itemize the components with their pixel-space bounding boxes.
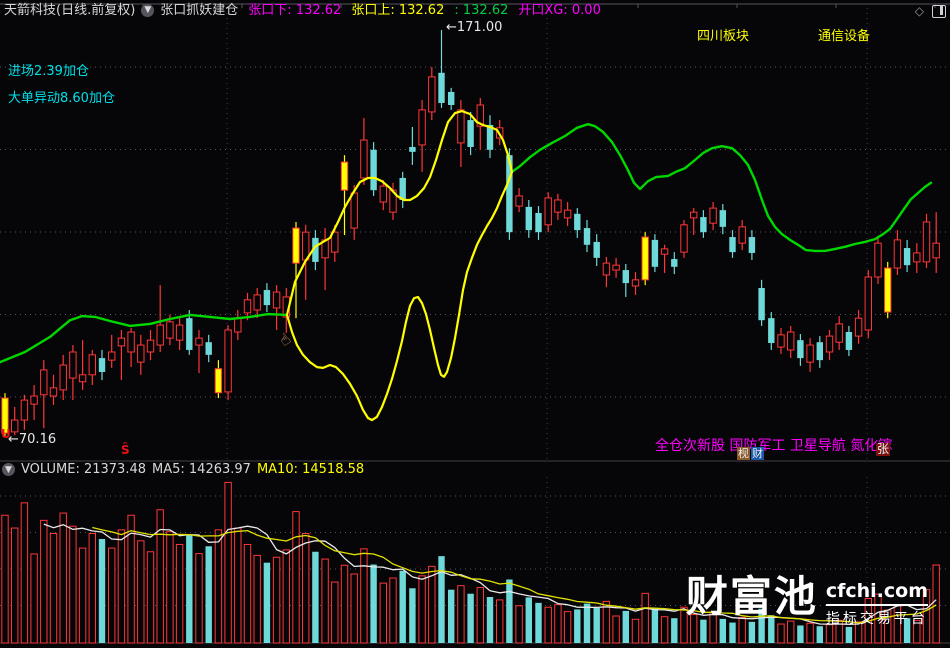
badge-zhang[interactable]: 张: [876, 442, 891, 456]
split-pane-icon[interactable]: [932, 4, 946, 18]
chart-header: 天箭科技(日线.前复权) ▼ 张口抓妖建仓 张口下: 132.62 张口上: 1…: [4, 3, 601, 18]
indicator-name[interactable]: 张口抓妖建仓: [160, 3, 239, 18]
indicator-field-up: 张口上: 132.62: [351, 3, 445, 18]
collapse-main-icon[interactable]: ▼: [141, 4, 155, 17]
badge-brown[interactable]: 枧: [737, 447, 750, 460]
watermark-domain: cfchi.com: [825, 580, 928, 602]
watermark-brand: 财富池: [685, 572, 818, 621]
concept-tags[interactable]: 全仓次新股 国防军工 卫星导航 氮化镓: [655, 438, 893, 454]
volume-pane-header: ▼ VOLUME: 21373.48 MA5: 14263.97 MA10: 1…: [2, 462, 364, 477]
watermark-tagline: 指标交易平台: [825, 604, 928, 628]
badge-blue[interactable]: 财: [751, 447, 764, 460]
indicator-field-xg: 开口XG: 0.00: [518, 3, 601, 18]
stock-title: 天箭科技(日线.前复权): [4, 3, 136, 18]
volume-ma10: MA10: 14518.58: [256, 462, 365, 477]
entry-signal-note: 进场2.39加仓: [8, 64, 89, 79]
low-price-label: ←70.16: [8, 432, 57, 447]
big-order-signal-note: 大单异动8.60加仓: [8, 91, 115, 106]
window-controls: ◇: [915, 4, 946, 18]
indicator-field-down: 张口下: 132.62: [248, 3, 342, 18]
sector-tag-region[interactable]: 四川板块: [697, 29, 750, 44]
volume-ma5: MA5: 14263.97: [152, 462, 251, 477]
collapse-volume-icon[interactable]: ▼: [2, 463, 15, 476]
watermark: 财富池 cfchi.com 指标交易平台: [686, 574, 928, 628]
marker-u: U: [1, 427, 11, 441]
diamond-icon[interactable]: ◇: [914, 4, 924, 18]
sector-tag-industry[interactable]: 通信设备: [818, 29, 871, 44]
volume-value: VOLUME: 21373.48: [21, 462, 146, 477]
marker-s: Ŝ: [121, 443, 130, 457]
indicator-field-mid: : 132.62: [454, 3, 509, 18]
high-price-label: ←171.00: [446, 20, 503, 35]
